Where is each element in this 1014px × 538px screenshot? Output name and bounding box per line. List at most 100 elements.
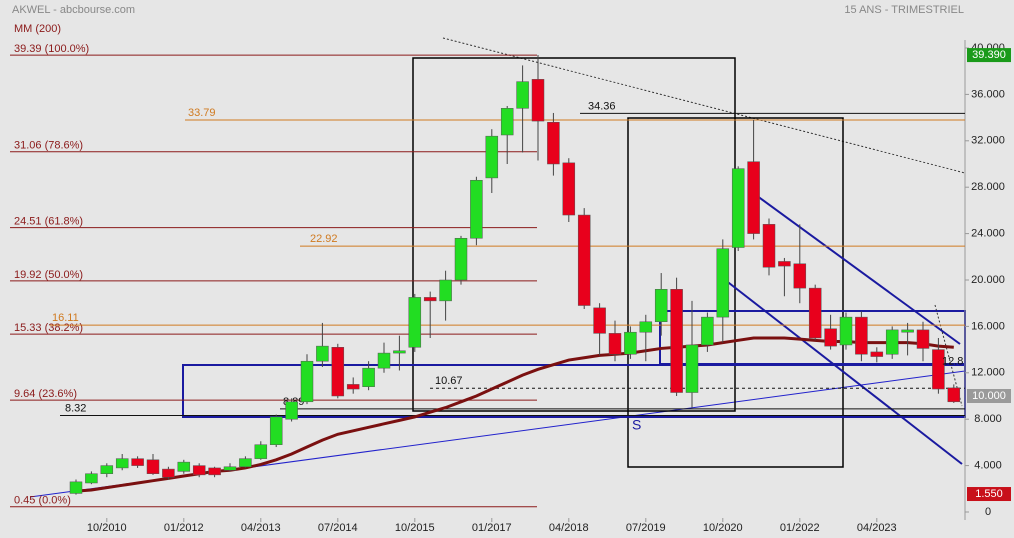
x-tick-label: 10/2015	[395, 522, 435, 534]
candle-body	[670, 289, 683, 393]
candle-body	[624, 331, 637, 355]
x-tick-label: 07/2019	[626, 522, 666, 534]
last-label: 12.8	[942, 355, 963, 367]
candle-body	[192, 465, 206, 476]
y-tick-label: 4.000	[974, 460, 1002, 472]
candle-body	[454, 237, 468, 281]
y-tick-label: 28.000	[971, 181, 1005, 193]
candle-body	[393, 350, 406, 354]
x-tick-label: 01/2022	[780, 522, 820, 534]
candle-body	[269, 416, 283, 445]
candle-body	[793, 263, 807, 289]
candle-body	[593, 307, 606, 334]
price-tag	[967, 48, 1011, 63]
fib-label: 31.06 (78.6%)	[14, 140, 83, 152]
candle-body	[470, 179, 483, 239]
candle-body	[331, 347, 345, 397]
candle-body	[146, 459, 160, 474]
candle-body	[100, 465, 114, 474]
candle-body	[285, 401, 298, 420]
channel	[719, 275, 963, 465]
candle-body	[316, 345, 329, 362]
candle-body	[377, 352, 391, 369]
candle-body	[500, 108, 514, 136]
price-tag-label: 39.390	[972, 49, 1006, 61]
candle-body	[177, 461, 191, 472]
candle-body	[85, 473, 98, 484]
candle-body	[778, 261, 791, 267]
candle-body	[608, 333, 622, 355]
level-label: 16.11	[52, 312, 79, 324]
candle-body	[731, 168, 745, 248]
x-tick-label: 04/2013	[241, 522, 281, 534]
y-tick-label: 32.000	[971, 135, 1005, 147]
period: 15 ANS - TRIMESTRIEL	[844, 4, 964, 16]
y-tick-label: 20.000	[971, 274, 1005, 286]
candle-body	[254, 444, 268, 459]
candle-body	[701, 316, 714, 346]
candle-body	[423, 297, 437, 302]
x-tick-label: 01/2017	[472, 522, 512, 534]
candle-body	[362, 367, 375, 387]
x-tick-label: 10/2020	[703, 522, 743, 534]
level-label: 22.92	[310, 233, 338, 245]
candle-body	[885, 329, 899, 355]
candle-body	[947, 387, 961, 403]
trendline	[934, 304, 963, 407]
candle-body	[516, 81, 529, 109]
x-tick-label: 07/2014	[318, 522, 358, 534]
candle-body	[932, 349, 945, 390]
x-tick-label: 01/2012	[164, 522, 204, 534]
candle-body	[131, 458, 144, 466]
fib-label: 0.45 (0.0%)	[14, 495, 71, 507]
candle-body	[716, 248, 730, 318]
candle-body	[439, 279, 452, 302]
box	[627, 117, 844, 468]
candle-body	[639, 321, 653, 333]
candle-body	[485, 135, 499, 179]
y-tick-label: 24.000	[971, 228, 1005, 240]
x-tick-label: 10/2010	[87, 522, 127, 534]
y-tick-label: 16.000	[971, 320, 1005, 332]
signal: S	[632, 417, 641, 433]
candle-body	[762, 224, 776, 268]
moving-average	[75, 336, 954, 493]
candle-body	[654, 289, 668, 323]
candle-body	[408, 297, 422, 348]
candle-body	[685, 344, 699, 393]
candle-body	[162, 468, 175, 478]
price-tag	[967, 487, 1011, 502]
candle-body	[115, 458, 129, 469]
candle-body	[824, 328, 837, 347]
level-label: 8.32	[65, 402, 86, 414]
x-tick-label: 04/2018	[549, 522, 589, 534]
candle-body	[547, 121, 560, 165]
fib-label: 24.51 (61.8%)	[14, 216, 83, 228]
candle-body	[916, 329, 930, 349]
level-label: 34.36	[588, 100, 616, 112]
level-label: 33.79	[188, 107, 216, 119]
ma-legend: MM (200)	[14, 23, 61, 35]
y-tick-label: 0	[985, 506, 991, 518]
candle-body	[562, 162, 576, 216]
candle-body	[223, 466, 237, 471]
fib-label: 9.64 (23.6%)	[14, 388, 77, 400]
price-tag	[967, 389, 1011, 403]
trendline	[442, 37, 966, 174]
y-tick-label: 36.000	[971, 88, 1005, 100]
candle-body	[870, 351, 884, 357]
candle-body	[855, 316, 868, 355]
x-tick-label: 04/2023	[857, 522, 897, 534]
source: AKWEL - abcbourse.com	[12, 4, 135, 16]
candle-body	[208, 467, 221, 476]
candle-body	[901, 329, 914, 333]
level-label: 10.67	[435, 375, 463, 387]
y-tick-label: 8.000	[974, 413, 1002, 425]
candle-body	[531, 79, 545, 122]
candle-body	[839, 316, 853, 346]
candle-body	[747, 161, 760, 234]
fib-label: 39.39 (100.0%)	[14, 43, 89, 55]
